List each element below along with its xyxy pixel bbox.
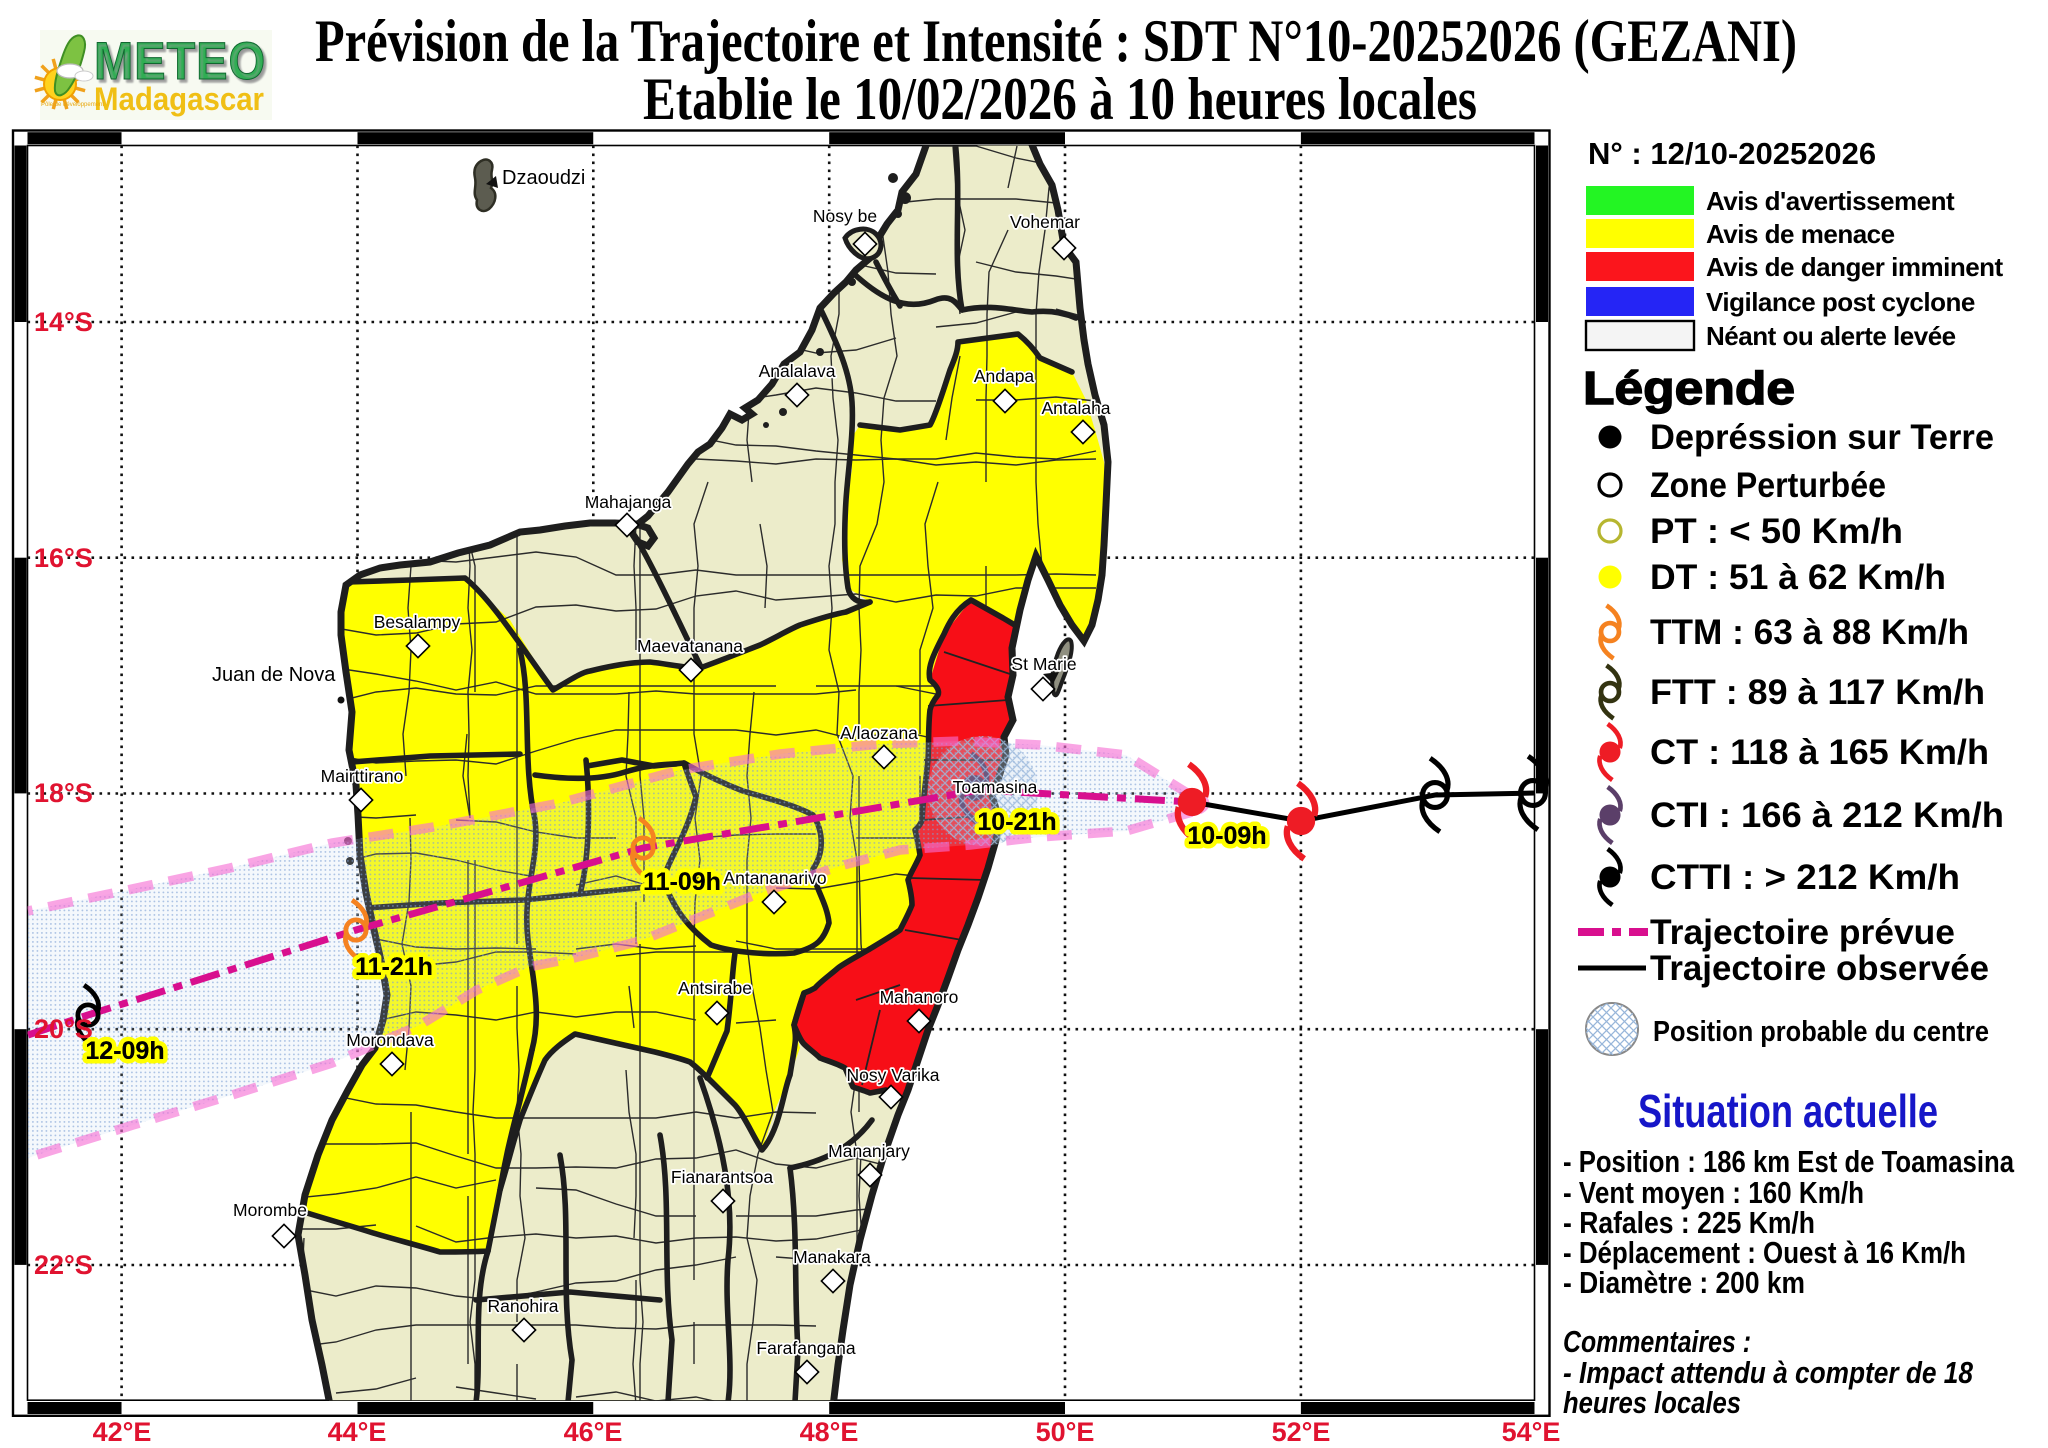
svg-text:Fianarantsoa: Fianarantsoa <box>671 1167 773 1187</box>
svg-text:Position probable du centre: Position probable du centre <box>1653 1016 1989 1048</box>
svg-text:Avis d'avertissement: Avis d'avertissement <box>1706 186 1955 216</box>
svg-text:- Déplacement : Ouest à 16 Km/: - Déplacement : Ouest à 16 Km/h <box>1563 1235 1966 1270</box>
svg-text:Situation actuelle: Situation actuelle <box>1638 1085 1938 1137</box>
svg-text:Trajectoire observée: Trajectoire observée <box>1650 949 1989 988</box>
svg-text:46°E: 46°E <box>564 1417 623 1447</box>
svg-text:Toamasina: Toamasina <box>953 777 1038 797</box>
svg-text:N° : 12/10-20252026: N° : 12/10-20252026 <box>1588 136 1876 171</box>
svg-text:18°S: 18°S <box>34 778 93 808</box>
svg-text:Dzaoudzi: Dzaoudzi <box>502 167 585 189</box>
svg-text:Madagascar: Madagascar <box>94 81 264 117</box>
svg-text:54°E: 54°E <box>1502 1417 1561 1447</box>
svg-text:DT : 51 à 62 Km/h: DT : 51 à 62 Km/h <box>1650 558 1946 597</box>
svg-text:Avis de menace: Avis de menace <box>1706 219 1895 249</box>
svg-text:Juan de Nova: Juan de Nova <box>212 664 336 686</box>
svg-text:Analalava: Analalava <box>759 361 836 381</box>
svg-text:St Marie: St Marie <box>1011 654 1076 674</box>
svg-text:FTT : 89 à 117 Km/h: FTT : 89 à 117 Km/h <box>1650 673 1985 712</box>
svg-text:11-21h: 11-21h <box>355 953 433 981</box>
svg-text:Mahajanga: Mahajanga <box>585 492 672 512</box>
svg-text:Manakara: Manakara <box>793 1247 871 1267</box>
svg-text:48°E: 48°E <box>800 1417 859 1447</box>
svg-text:Vohemar: Vohemar <box>1010 212 1080 232</box>
svg-text:- Rafales : 225 Km/h: - Rafales : 225 Km/h <box>1563 1205 1815 1240</box>
svg-text:Pôle de développement: Pôle de développement <box>41 102 104 108</box>
svg-text:50°E: 50°E <box>1036 1417 1095 1447</box>
svg-text:Trajectoire prévue: Trajectoire prévue <box>1650 913 1955 952</box>
svg-text:10-09h: 10-09h <box>1187 822 1266 850</box>
svg-text:Maevatanana: Maevatanana <box>637 636 743 656</box>
svg-text:Vigilance post cyclone: Vigilance post cyclone <box>1706 287 1975 317</box>
svg-text:12-09h: 12-09h <box>85 1037 164 1065</box>
svg-text:10-09h: 10-09h <box>1187 822 1266 850</box>
svg-text:Besalampy: Besalampy <box>374 612 461 632</box>
svg-text:Depréssion sur Terre: Depréssion sur Terre <box>1650 418 1994 457</box>
svg-text:20°S: 20°S <box>34 1014 93 1044</box>
svg-text:42°E: 42°E <box>93 1417 152 1447</box>
svg-text:14°S: 14°S <box>34 307 93 337</box>
svg-text:Commentaires :: Commentaires : <box>1563 1324 1751 1359</box>
svg-text:52°E: 52°E <box>1272 1417 1331 1447</box>
svg-text:CTTI : > 212 Km/h: CTTI : > 212 Km/h <box>1650 858 1960 897</box>
svg-text:- Vent moyen : 160 Km/h: - Vent moyen : 160 Km/h <box>1563 1175 1864 1210</box>
svg-text:Antsirabe: Antsirabe <box>678 978 752 998</box>
svg-text:Etablie le 10/02/2026 à 10 heu: Etablie le 10/02/2026 à 10 heures locale… <box>643 66 1477 132</box>
svg-text:12-09h: 12-09h <box>85 1037 164 1065</box>
svg-text:Nosy be: Nosy be <box>813 206 877 226</box>
svg-text:heures locales: heures locales <box>1563 1385 1741 1420</box>
svg-text:Morombe: Morombe <box>233 1200 307 1220</box>
svg-text:11-09h: 11-09h <box>643 868 721 896</box>
svg-text:A/laozana: A/laozana <box>840 723 918 743</box>
svg-text:Ranohira: Ranohira <box>487 1296 558 1316</box>
svg-text:- Diamètre : 200 km: - Diamètre : 200 km <box>1563 1265 1805 1300</box>
svg-text:Andapa: Andapa <box>974 366 1035 386</box>
svg-text:10-21h: 10-21h <box>977 808 1056 836</box>
svg-text:11-09h: 11-09h <box>643 868 721 896</box>
svg-text:44°E: 44°E <box>328 1417 387 1447</box>
svg-text:Mahanoro: Mahanoro <box>880 987 959 1007</box>
svg-text:- Position : 186 km Est de Toa: - Position : 186 km Est de Toamasina <box>1563 1144 2015 1179</box>
svg-text:Nosy Varika: Nosy Varika <box>846 1065 939 1085</box>
svg-text:Zone Perturbée: Zone Perturbée <box>1650 466 1886 505</box>
svg-text:Mairttirano: Mairttirano <box>321 766 404 786</box>
svg-text:PT : < 50 Km/h: PT : < 50 Km/h <box>1650 512 1903 551</box>
svg-text:Farafangana: Farafangana <box>756 1338 856 1358</box>
svg-text:- Impact attendu à compter de: - Impact attendu à compter de 18 <box>1563 1355 1974 1390</box>
svg-text:16°S: 16°S <box>34 543 93 573</box>
svg-text:METEO: METEO <box>94 32 266 91</box>
svg-text:Prévision de la Trajectoire et: Prévision de la Trajectoire et Intensité… <box>315 8 1797 74</box>
svg-text:CTI : 166 à 212 Km/h: CTI : 166 à 212 Km/h <box>1650 796 2004 835</box>
svg-text:Légende: Légende <box>1583 362 1795 414</box>
svg-text:Morondava: Morondava <box>346 1030 434 1050</box>
svg-text:10-21h: 10-21h <box>977 808 1056 836</box>
svg-text:Avis de danger imminent: Avis de danger imminent <box>1706 252 2004 282</box>
svg-text:22°S: 22°S <box>34 1250 93 1280</box>
svg-text:Mananjary: Mananjary <box>828 1141 910 1161</box>
svg-text:CT : 118 à 165 Km/h: CT : 118 à 165 Km/h <box>1650 733 1989 772</box>
svg-text:Antananarivo: Antananarivo <box>723 868 826 888</box>
svg-text:Néant ou alerte levée: Néant ou alerte levée <box>1706 321 1956 351</box>
svg-text:TTM : 63 à 88 Km/h: TTM : 63 à 88 Km/h <box>1650 613 1969 652</box>
svg-text:Antalaha: Antalaha <box>1041 398 1110 418</box>
svg-text:11-21h: 11-21h <box>355 953 433 981</box>
